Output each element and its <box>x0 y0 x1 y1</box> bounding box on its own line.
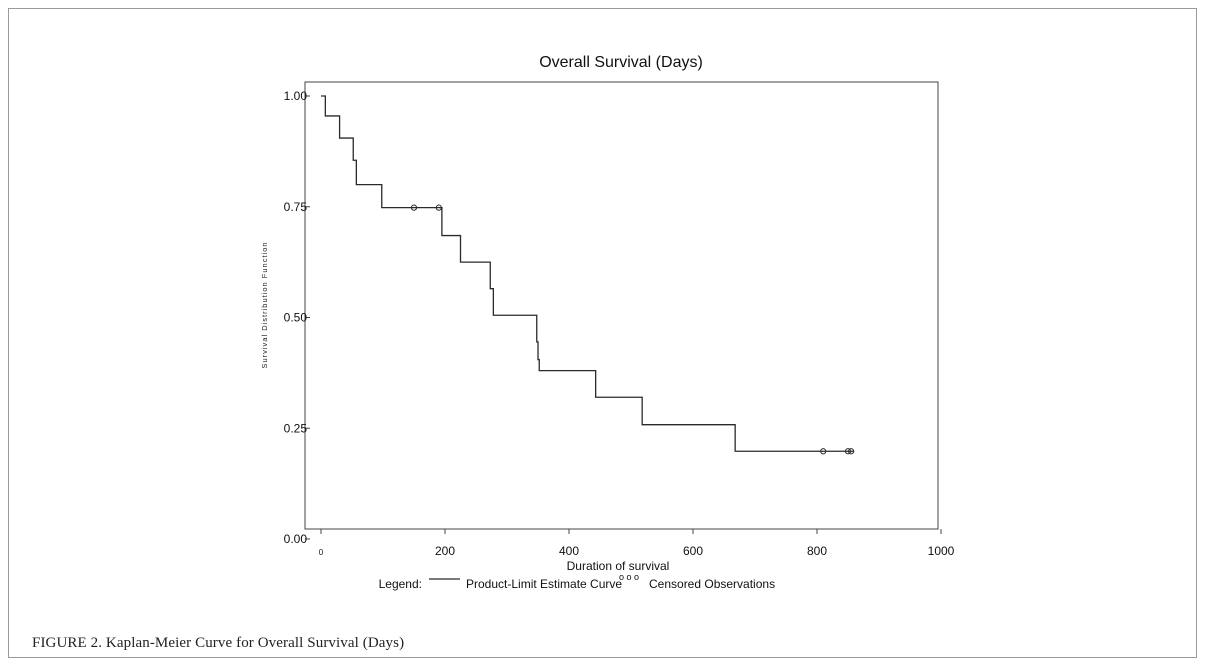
legend-censored-symbols: o o o <box>619 572 639 582</box>
legend: Legend: Product-Limit Estimate Curve o o… <box>379 572 775 591</box>
figure-frame: Overall Survival (Days) Survival Distrib… <box>8 8 1197 658</box>
y-tick-label: 0.25 <box>284 421 308 435</box>
censored-marker <box>848 448 855 455</box>
y-tick-label: 0.00 <box>284 532 308 546</box>
y-axis-label: Survival Distribution Function <box>260 241 269 368</box>
censored-marker <box>844 448 852 455</box>
y-tick-label: 1.00 <box>284 89 308 103</box>
x-tick-label: 200 <box>435 544 455 558</box>
censored-marker <box>435 204 442 211</box>
figure-caption: FIGURE 2. Kaplan-Meier Curve for Overall… <box>32 635 405 651</box>
km-chart: Overall Survival (Days) Survival Distrib… <box>260 54 955 591</box>
censored-marker <box>410 204 418 211</box>
y-tick-label: 0.75 <box>284 200 308 214</box>
legend-label: Legend: <box>379 577 422 591</box>
km-step-curve <box>321 95 855 452</box>
chart-title: Overall Survival (Days) <box>539 54 703 71</box>
x-tick-label: 0 <box>319 548 324 557</box>
x-tick-label: 600 <box>683 544 703 558</box>
censored-marker <box>820 448 827 455</box>
x-tick-label: 1000 <box>928 544 955 558</box>
axis-ticks: 0.00 0.25 0.50 0.75 1.00 0 200 400 600 800 1000 <box>284 89 955 558</box>
plot-frame <box>304 81 939 530</box>
censor-layer <box>410 204 855 455</box>
legend-censored-label: Censored Observations <box>649 577 775 591</box>
x-tick-label: 400 <box>559 544 579 558</box>
y-tick-label: 0.50 <box>284 311 308 325</box>
x-axis-label: Duration of survival <box>567 559 670 573</box>
series-layer <box>321 95 855 452</box>
legend-curve-label: Product-Limit Estimate Curve <box>466 577 622 591</box>
x-tick-label: 800 <box>807 544 827 558</box>
